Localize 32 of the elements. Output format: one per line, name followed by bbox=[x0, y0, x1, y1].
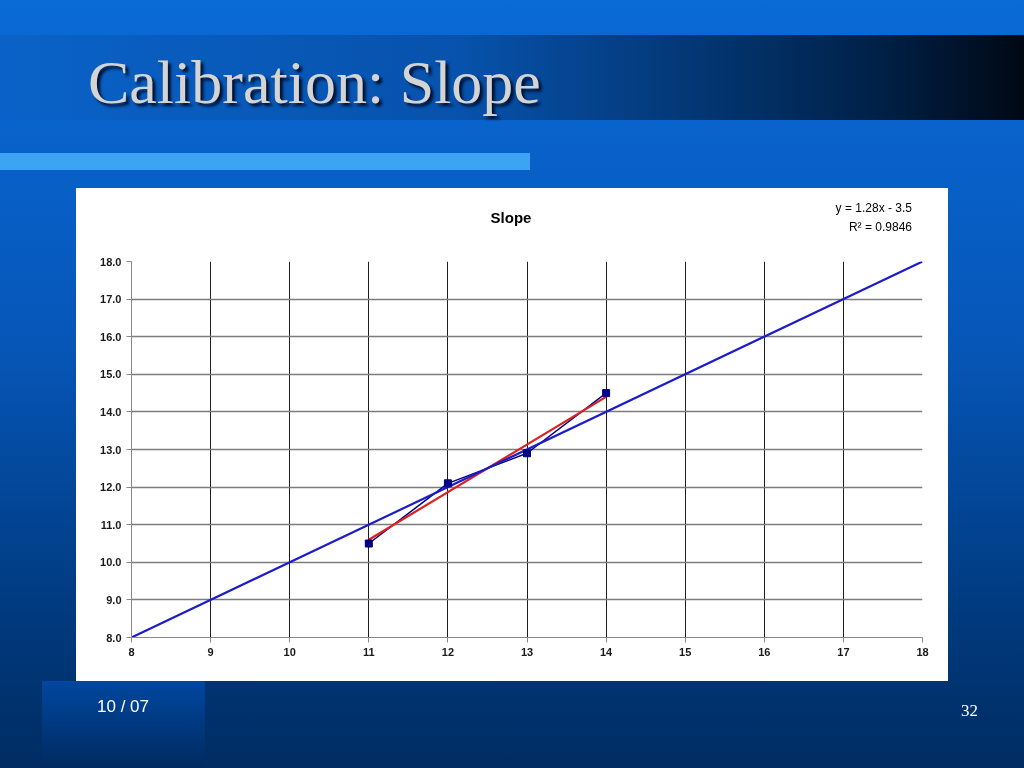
y-tick-label: 12.0 bbox=[100, 481, 122, 494]
x-tick-label: 12 bbox=[441, 645, 455, 658]
point bbox=[523, 449, 531, 458]
text: 32 bbox=[961, 700, 978, 722]
y-tick-label: 10.0 bbox=[100, 556, 122, 569]
y-tick-label: 9.0 bbox=[106, 593, 122, 606]
text: y = 1.28x - 3.5 bbox=[835, 200, 912, 217]
x-tick-label: 13 bbox=[520, 645, 534, 658]
y-tick-label: 11.0 bbox=[100, 518, 122, 531]
x-tick-label: 15 bbox=[679, 645, 692, 658]
y-tick-label: 8.0 bbox=[106, 631, 122, 644]
y-tick-label: 14.0 bbox=[100, 405, 122, 418]
x-tick-label: 16 bbox=[758, 645, 771, 658]
y-tick-label: 17.0 bbox=[100, 293, 122, 306]
x-tick-label: 17 bbox=[837, 645, 850, 658]
x-tick-label: 9 bbox=[207, 645, 214, 658]
y-tick-label: 16.0 bbox=[100, 330, 122, 343]
chart-subtitle: Slope bbox=[490, 209, 532, 226]
y-tick-label: 15.0 bbox=[100, 368, 122, 381]
text: R² = 0.9846 bbox=[848, 219, 912, 236]
point bbox=[443, 479, 452, 488]
y-tick-label: 13.0 bbox=[100, 443, 122, 456]
x-tick-label: 10 bbox=[283, 645, 296, 658]
point bbox=[602, 389, 611, 398]
text: 10 / 07 bbox=[97, 696, 149, 718]
point bbox=[364, 539, 373, 548]
x-tick-label: 11 bbox=[362, 645, 375, 658]
x-tick-label: 18 bbox=[916, 645, 929, 658]
chart-title: Calibration: Slope bbox=[88, 47, 541, 118]
x-tick-label: 8 bbox=[128, 645, 135, 658]
y-tick-label: 18.0 bbox=[100, 255, 122, 268]
x-tick-label: 14 bbox=[599, 645, 614, 658]
